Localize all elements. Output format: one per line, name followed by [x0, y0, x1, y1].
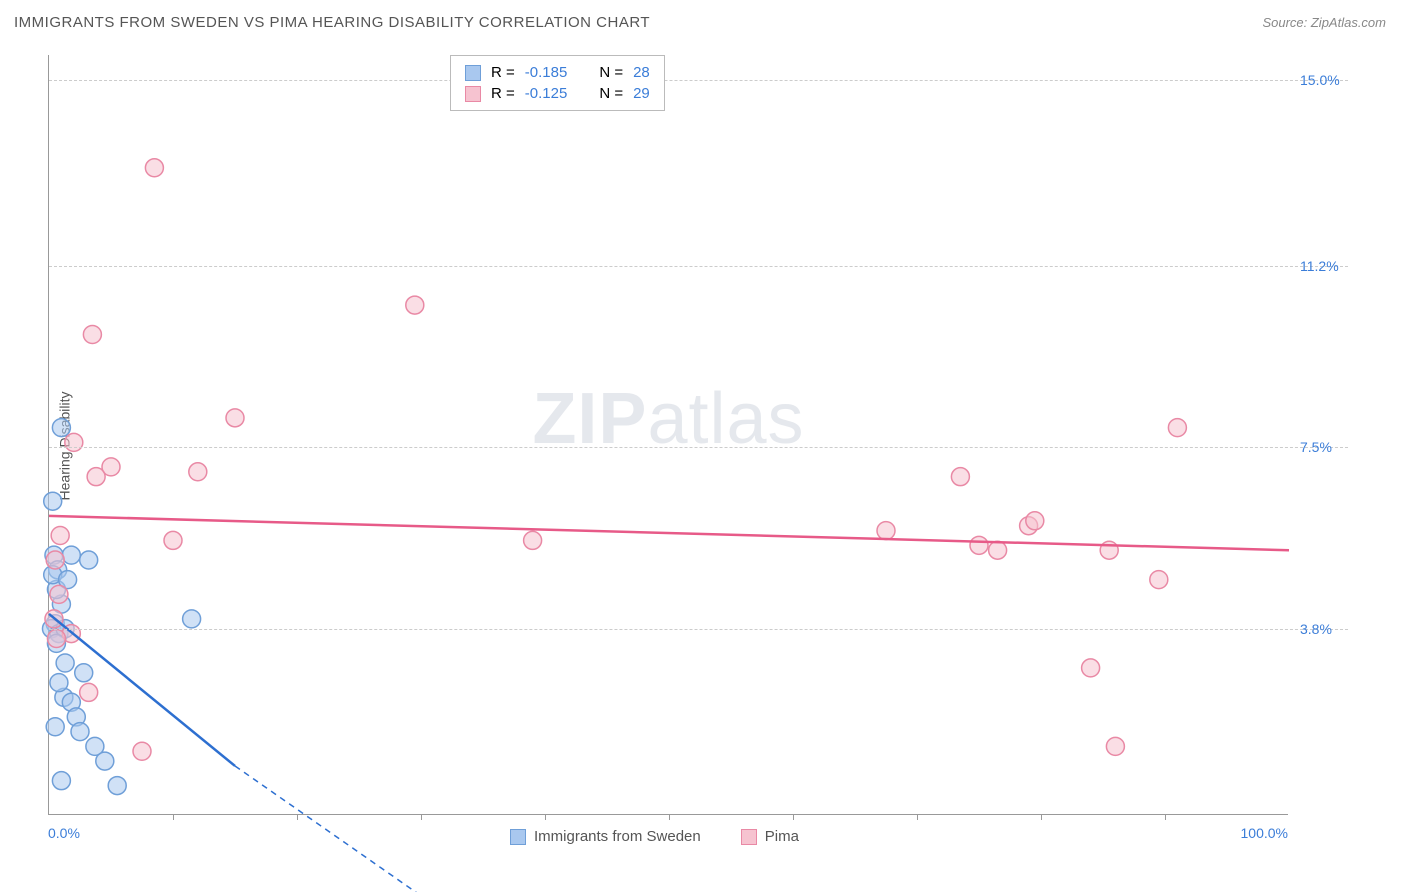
- n-label: N =: [599, 85, 623, 102]
- data-point: [226, 409, 244, 427]
- correlation-legend: R = -0.185 N = 28 R = -0.125 N = 29: [450, 55, 665, 111]
- legend-row: R = -0.125 N = 29: [465, 83, 650, 104]
- series-legend: Immigrants from Sweden Pima: [510, 828, 799, 845]
- data-point: [50, 585, 68, 603]
- data-point: [145, 159, 163, 177]
- title-bar: IMMIGRANTS FROM SWEDEN VS PIMA HEARING D…: [0, 0, 1406, 45]
- x-tick-label: 100.0%: [1228, 825, 1288, 841]
- trend-line-extrapolated: [235, 766, 446, 892]
- plot-area: ZIPatlas: [48, 55, 1288, 815]
- n-label: N =: [599, 64, 623, 81]
- y-tick-label: 11.2%: [1300, 258, 1339, 274]
- x-tick: [173, 814, 174, 820]
- data-point: [50, 674, 68, 692]
- x-tick: [793, 814, 794, 820]
- legend-swatch: [465, 65, 481, 81]
- data-point: [108, 777, 126, 795]
- n-value: 28: [633, 64, 650, 81]
- data-point: [80, 551, 98, 569]
- data-point: [71, 723, 89, 741]
- legend-swatch: [465, 86, 481, 102]
- data-point: [1082, 659, 1100, 677]
- r-label: R =: [491, 64, 515, 81]
- r-label: R =: [491, 85, 515, 102]
- legend-item: Immigrants from Sweden: [510, 828, 701, 845]
- data-point: [80, 683, 98, 701]
- data-point: [75, 664, 93, 682]
- data-point: [183, 610, 201, 628]
- series-name: Immigrants from Sweden: [534, 828, 701, 845]
- x-tick: [1165, 814, 1166, 820]
- x-tick: [297, 814, 298, 820]
- data-point: [406, 296, 424, 314]
- legend-swatch: [510, 829, 526, 845]
- x-tick: [669, 814, 670, 820]
- data-point: [133, 742, 151, 760]
- data-point: [46, 718, 64, 736]
- data-point: [52, 419, 70, 437]
- gridline: [49, 80, 1348, 81]
- chart-title: IMMIGRANTS FROM SWEDEN VS PIMA HEARING D…: [14, 14, 650, 31]
- source-credit: Source: ZipAtlas.com: [1262, 15, 1386, 30]
- data-point: [52, 772, 70, 790]
- data-point: [44, 492, 62, 510]
- data-point: [62, 546, 80, 564]
- data-point: [951, 468, 969, 486]
- data-point: [96, 752, 114, 770]
- data-point: [83, 325, 101, 343]
- gridline: [49, 629, 1348, 630]
- data-point: [46, 551, 64, 569]
- legend-swatch: [741, 829, 757, 845]
- y-tick-label: 3.8%: [1300, 621, 1332, 637]
- data-point: [189, 463, 207, 481]
- data-point: [51, 527, 69, 545]
- data-point: [970, 536, 988, 554]
- r-value: -0.125: [525, 85, 568, 102]
- y-tick-label: 15.0%: [1300, 72, 1340, 88]
- data-point: [65, 433, 83, 451]
- data-point: [524, 531, 542, 549]
- gridline: [49, 266, 1348, 267]
- data-point: [1150, 571, 1168, 589]
- x-tick-label: 0.0%: [48, 825, 80, 841]
- data-point: [877, 522, 895, 540]
- data-point: [1168, 419, 1186, 437]
- trend-line: [49, 516, 1289, 550]
- data-point: [989, 541, 1007, 559]
- data-point: [56, 654, 74, 672]
- data-point: [87, 468, 105, 486]
- data-point: [1106, 737, 1124, 755]
- x-tick: [917, 814, 918, 820]
- x-tick: [1041, 814, 1042, 820]
- data-point: [47, 629, 65, 647]
- series-name: Pima: [765, 828, 799, 845]
- chart-svg: [49, 55, 1288, 814]
- legend-row: R = -0.185 N = 28: [465, 62, 650, 83]
- legend-item: Pima: [741, 828, 799, 845]
- y-tick-label: 7.5%: [1300, 439, 1332, 455]
- x-tick: [421, 814, 422, 820]
- x-tick: [545, 814, 546, 820]
- n-value: 29: [633, 85, 650, 102]
- r-value: -0.185: [525, 64, 568, 81]
- data-point: [1026, 512, 1044, 530]
- gridline: [49, 447, 1348, 448]
- data-point: [164, 531, 182, 549]
